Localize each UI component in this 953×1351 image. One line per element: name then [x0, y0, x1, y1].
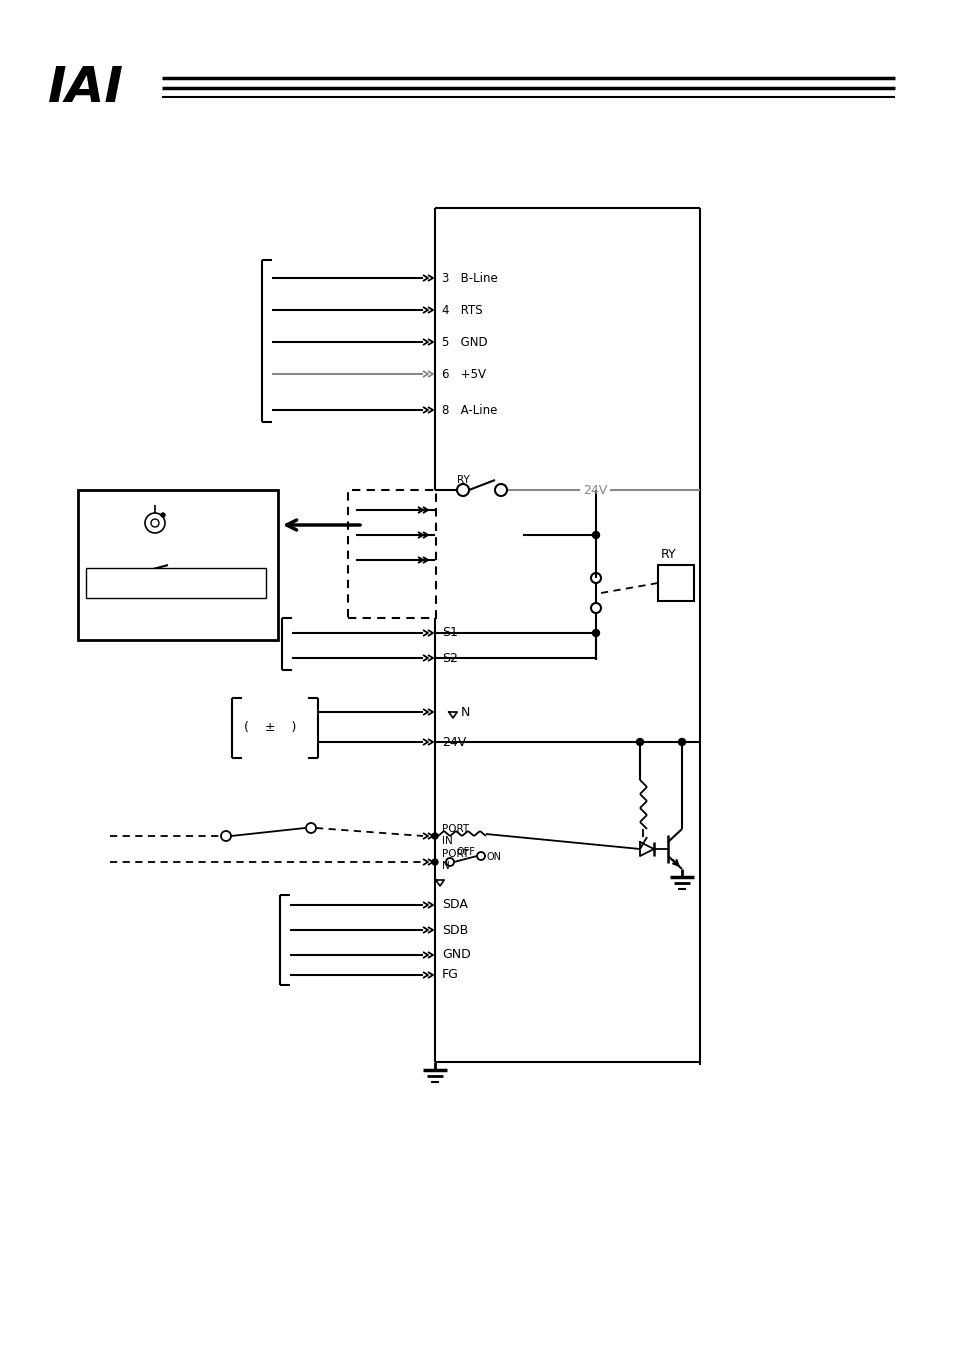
Text: PORT: PORT — [441, 848, 469, 859]
Polygon shape — [639, 842, 654, 857]
Text: SDB: SDB — [441, 924, 468, 936]
Text: N: N — [441, 861, 449, 871]
Text: 24V: 24V — [441, 735, 466, 748]
Circle shape — [432, 834, 437, 839]
Circle shape — [592, 630, 598, 636]
Text: 3   B-Line: 3 B-Line — [441, 272, 497, 285]
Text: 6   +5V: 6 +5V — [441, 367, 485, 381]
Text: S1: S1 — [441, 627, 457, 639]
Text: 24V: 24V — [582, 484, 607, 497]
Text: S2: S2 — [441, 651, 457, 665]
Bar — [658, 565, 693, 601]
Circle shape — [592, 531, 598, 539]
Text: 8   A-Line: 8 A-Line — [441, 404, 497, 416]
Circle shape — [432, 859, 437, 865]
Text: OFF: OFF — [456, 847, 476, 857]
Text: 5   GND: 5 GND — [441, 335, 487, 349]
Circle shape — [636, 739, 643, 746]
Text: N: N — [460, 705, 470, 719]
Bar — [348, 490, 436, 617]
Circle shape — [678, 739, 685, 746]
Text: FG: FG — [441, 969, 458, 981]
Circle shape — [161, 513, 165, 517]
Text: ON: ON — [486, 852, 501, 862]
Text: RY: RY — [456, 476, 469, 485]
Text: 4   RTS: 4 RTS — [441, 304, 482, 316]
Text: SDA: SDA — [441, 898, 467, 912]
Bar — [86, 567, 266, 598]
Text: PORT: PORT — [441, 824, 469, 834]
Text: RY: RY — [660, 549, 676, 562]
Text: GND: GND — [441, 948, 470, 962]
Text: IN: IN — [441, 836, 453, 846]
Text: IAI: IAI — [48, 63, 124, 112]
Text: (    ±    ): ( ± ) — [244, 721, 296, 735]
Bar — [78, 490, 277, 640]
